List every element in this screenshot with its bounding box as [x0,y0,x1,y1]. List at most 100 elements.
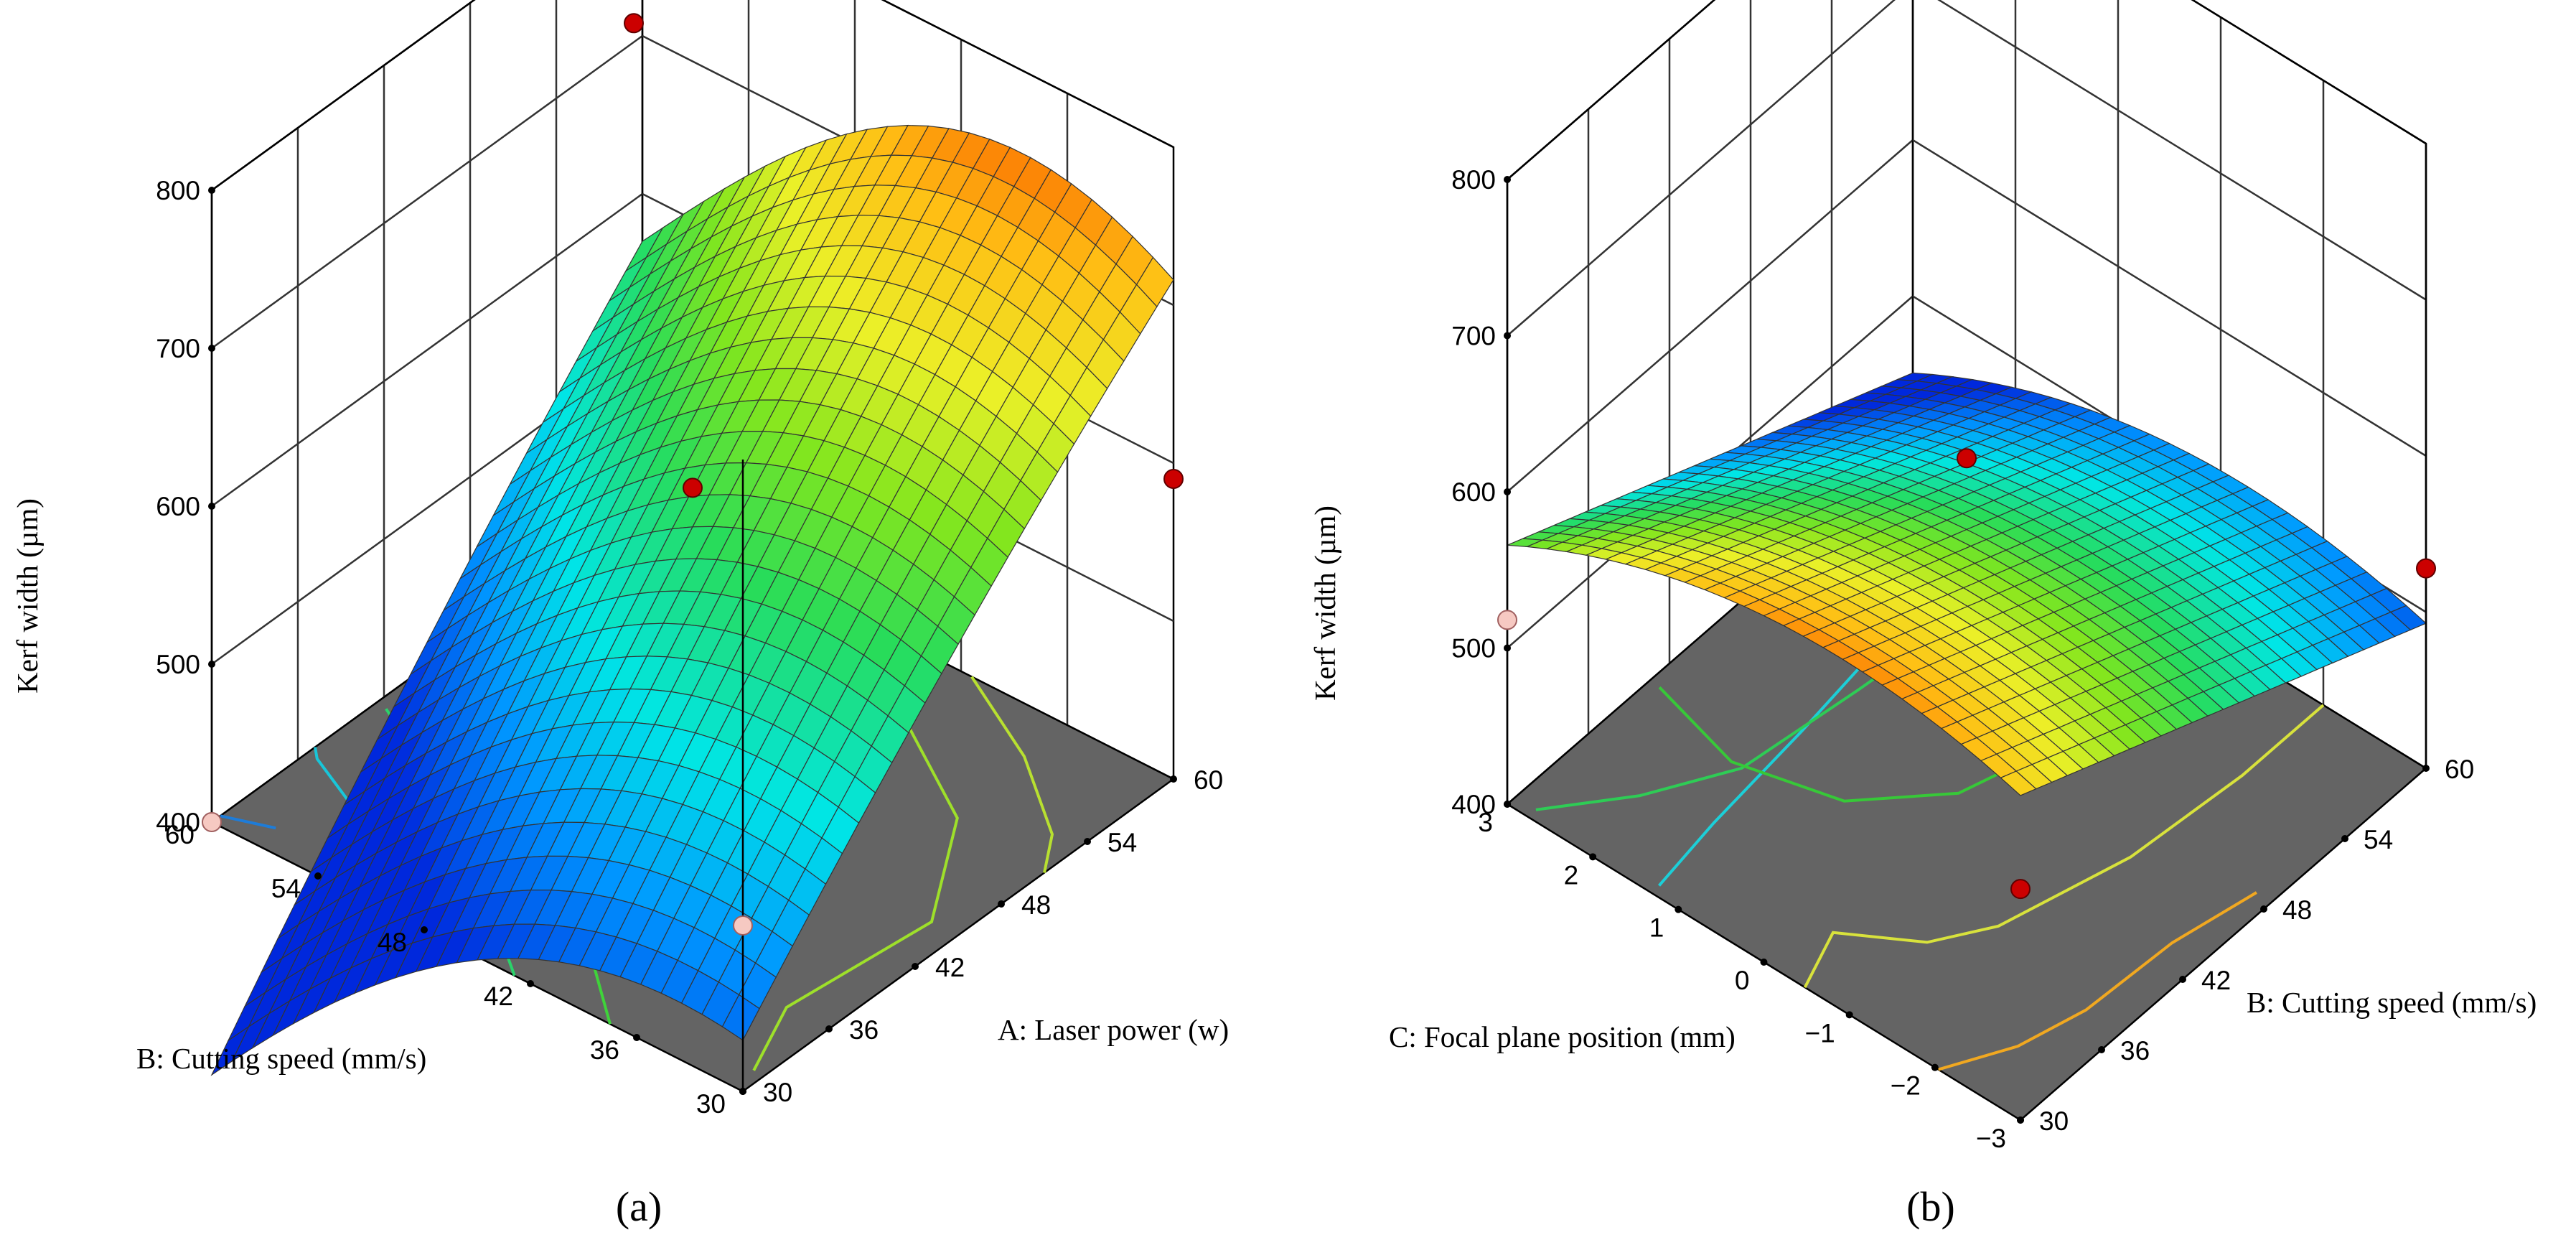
panel-a-y-tick-mark [314,872,322,880]
panel-b-y-tick-label: 2 [1564,860,1579,890]
panel-b-x-tick-mark [2260,905,2267,913]
panel-a-x-tick-label: 60 [1194,765,1223,795]
panel-b-z-tick-label: 500 [1451,634,1496,663]
panel-b-z-tick-label: 700 [1451,322,1496,351]
panel-a-z-tick-mark [208,187,215,194]
panel-b-x-tick-mark [2422,765,2430,772]
panel-b-surface-patch [2000,770,2037,796]
panel-a-design-point [683,477,703,498]
panel-b-z-tick-mark [1504,488,1511,495]
panel-a-caption: (a) [616,1183,662,1230]
panel-b-z-tick-mark [1504,332,1511,340]
panel-a-surface [210,124,1174,1076]
panel-b-x-tick-label: 48 [2282,895,2312,925]
panel-b-surface [1507,372,2427,796]
panel-a-y-tick-mark [527,980,534,987]
panel-a-y-axis-label: B: Cutting speed (mm/s) [136,1042,426,1075]
panel-b-design-point [1497,610,1517,630]
panel-b-wall-gridline [1912,139,2427,457]
panel-b-y-tick-mark [1931,1063,1939,1071]
panel-b-caption: (b) [1906,1183,1955,1230]
panel-b-y-tick-label: 0 [1735,966,1750,995]
panel-b-design-point [2416,558,2436,579]
panel-a-y-tick-mark [421,926,428,933]
panel-a-x-tick-label: 30 [763,1078,792,1107]
panel-b-design-point [2010,879,2031,900]
panel-a-z-tick-label: 600 [156,492,200,521]
panel-a-y-tick-mark [739,1088,746,1095]
panel-b-contour-line [1803,704,2325,989]
panel-a-z-tick-label: 800 [156,176,200,205]
panel-a-z-axis-label: Kerf width (µm) [11,498,44,694]
panel-a-x-tick-label: 42 [935,953,965,982]
panel-b-x-tick-mark [2098,1046,2105,1053]
panel-a-chart: 400 500 600 700 800 30 36 42 48 54 60 30 36 42 48 54 60 K… [11,0,1229,1119]
panel-b-chart: 400 500 600 700 800 30 36 42 48 54 60 −3 −2 −1 0 1 2 3 Ker… [1308,0,2537,1153]
panel-a-y-tick-label: 60 [165,820,195,849]
panel-a-z-tick-mark [208,345,215,352]
panel-a-axis-edge [211,0,476,192]
panel-a-design-point [1163,469,1184,489]
panel-a-contour-line [220,814,276,830]
panel-a-design-point [202,812,222,832]
panel-b-z-tick-mark [1504,176,1511,183]
panel-b-y-tick-label: 1 [1649,913,1664,943]
panel-b-x-tick-mark [2179,976,2186,983]
panel-a-x-tick-label: 54 [1107,828,1137,857]
panel-a-x-tick-mark [998,900,1005,908]
panel-b-y-tick-mark [1589,853,1597,861]
panel-a-z-tick-label: 400 [156,808,200,837]
panel-b-y-tick-label: 3 [1478,808,1493,837]
panel-b-x-tick-label: 36 [2120,1036,2150,1066]
panel-b-y-tick-mark [2017,1117,2024,1124]
panel-b-x-tick-label: 54 [2364,825,2393,854]
panel-b-x-tick-mark [2341,835,2348,842]
panel-b-z-tick-label: 400 [1451,790,1496,819]
panel-b-y-tick-label: −2 [1891,1071,1921,1101]
panel-b-y-tick-mark [1845,1011,1853,1019]
panel-a-surface-patch [721,994,760,1041]
panel-b-y-tick-mark [1760,959,1768,966]
panel-a-design-point [624,13,644,34]
panel-b-z-tick-mark [1504,644,1511,652]
panel-a-y-tick-label: 30 [696,1089,726,1119]
panel-b-axis-edge [2191,0,2427,145]
panel-b-x-tick-label: 42 [2201,966,2231,995]
panel-b-z-tick-label: 600 [1451,477,1496,507]
panel-b-y-tick-label: −1 [1804,1018,1835,1048]
panel-b-design-point [1957,448,1977,469]
panel-b-y-axis-label: C: Focal plane position (mm) [1389,1020,1736,1053]
panel-b-wall-gridline [1937,0,2427,301]
panel-a-x-tick-mark [912,963,919,970]
panel-a-y-tick-label: 36 [590,1035,619,1065]
panel-b-x-tick-label: 60 [2445,755,2474,784]
panel-a-y-tick-label: 42 [484,982,513,1011]
panel-a-x-tick-mark [825,1025,833,1032]
panel-a-y-tick-label: 48 [378,928,407,957]
panel-b-y-tick-label: −3 [1976,1124,2006,1153]
panel-a-y-tick-mark [633,1034,640,1041]
panel-b-y-tick-mark [1675,905,1682,913]
panel-b-y-tick-mark [1504,801,1511,808]
panel-a-x-tick-mark [1170,775,1177,783]
panel-a-x-tick-label: 36 [849,1015,879,1045]
panel-a-axis-edge [881,0,1174,149]
panel-a-x-tick-mark [1084,838,1091,845]
panel-a-wall-gridline [211,192,643,508]
panel-b-contour-line [1938,891,2257,1071]
panel-a-contour-line [970,676,1054,873]
panel-a-z-tick-mark [208,661,215,668]
panel-b-wall-gridline [1507,139,1914,493]
panel-a-x-tick-label: 48 [1021,890,1051,920]
panel-a-z-tick-label: 500 [156,650,200,679]
panel-a-wall-gridline [211,34,643,350]
panel-b-x-tick-label: 30 [2039,1106,2069,1136]
panel-b-axis-edge [1507,0,1716,180]
panel-a-design-point [733,915,753,936]
panel-b-x-axis-label: B: Cutting speed (mm/s) [2247,986,2537,1019]
panel-a-y-tick-label: 54 [271,874,301,903]
panel-b-z-tick-label: 800 [1451,165,1496,195]
panel-a-z-tick-mark [208,503,215,510]
panel-a-z-tick-label: 700 [156,334,200,363]
